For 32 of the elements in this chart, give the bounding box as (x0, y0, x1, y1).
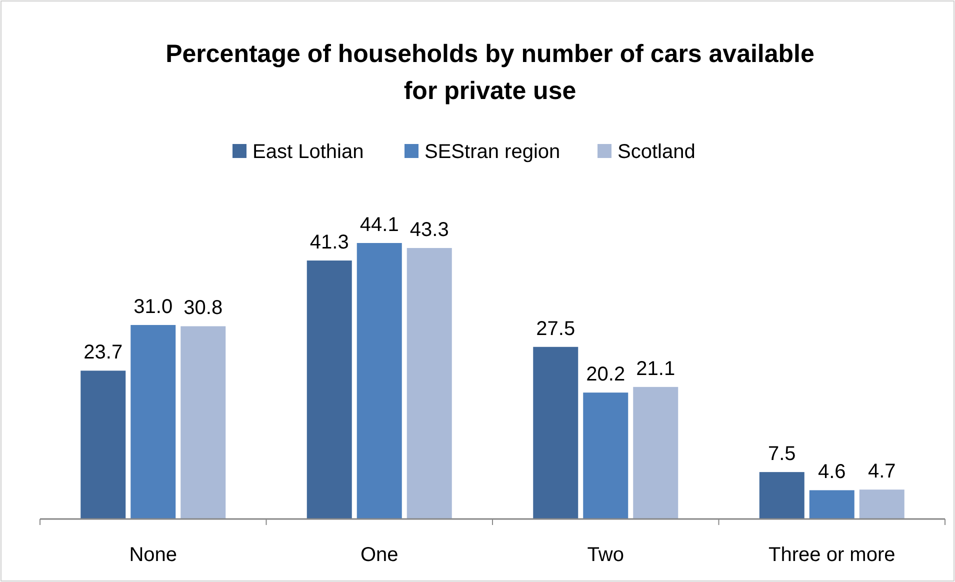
x-tick-label: Two (587, 544, 624, 566)
data-label: 31.0 (134, 296, 173, 318)
bar (356, 243, 402, 519)
bar (633, 386, 678, 519)
data-label: 4.7 (868, 460, 896, 483)
data-label: 20.2 (586, 364, 626, 386)
data-label: 44.1 (360, 214, 399, 236)
data-label: 27.5 (536, 318, 576, 340)
bar (130, 324, 176, 519)
x-tick-label: None (129, 544, 178, 566)
x-tick-label: One (360, 544, 398, 566)
bar (80, 370, 126, 519)
legend-label: SEStran region (424, 141, 560, 163)
data-label: 7.5 (768, 443, 796, 466)
data-label: 30.8 (184, 297, 223, 320)
data-label: 41.3 (310, 232, 349, 254)
data-label: 4.6 (818, 461, 846, 484)
x-tick-label: Three or more (768, 544, 896, 566)
bar (406, 248, 452, 519)
bar (180, 326, 226, 519)
bar (809, 490, 854, 519)
legend-label: Scotland (618, 141, 696, 163)
data-label: 43.3 (410, 219, 449, 242)
bar (533, 346, 578, 519)
bar (759, 472, 804, 519)
legend-label: East Lothian (252, 141, 364, 163)
data-label: 23.7 (84, 342, 123, 364)
bar (859, 490, 904, 519)
chart-title: Percentage of households by number of cars available for private use (166, 40, 814, 105)
bar (583, 392, 628, 519)
data-label: 21.1 (636, 358, 676, 380)
bar (306, 260, 352, 519)
